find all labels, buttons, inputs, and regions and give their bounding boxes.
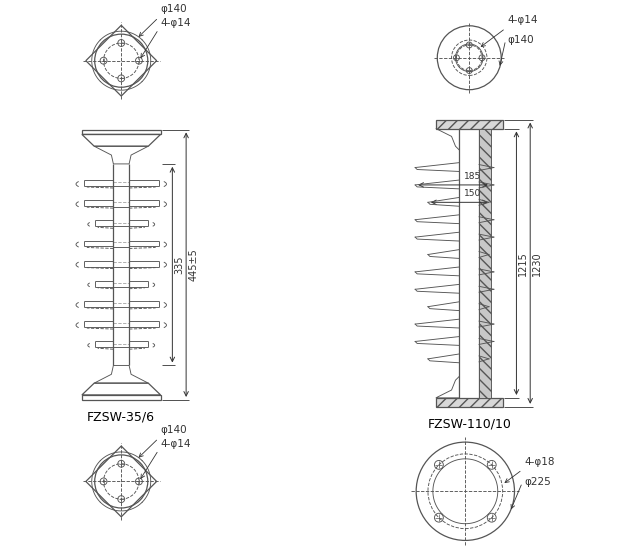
Bar	[479, 129, 491, 398]
Text: FZSW-35/6: FZSW-35/6	[87, 411, 155, 423]
Text: 4-φ14: 4-φ14	[160, 18, 191, 28]
Bar	[82, 129, 160, 134]
Text: 4-φ18: 4-φ18	[524, 457, 555, 467]
Text: 335: 335	[175, 255, 184, 274]
Text: φ225: φ225	[524, 477, 551, 487]
Bar	[436, 398, 503, 407]
Text: φ140: φ140	[160, 425, 187, 435]
Text: 445±5: 445±5	[188, 248, 198, 281]
Text: 185: 185	[464, 172, 481, 181]
Text: φ140: φ140	[160, 4, 187, 14]
Text: 4-φ14: 4-φ14	[160, 439, 191, 449]
Text: 4-φ14: 4-φ14	[508, 16, 538, 26]
Text: 150: 150	[464, 189, 481, 198]
Bar	[436, 120, 503, 129]
Text: 1215: 1215	[518, 251, 529, 276]
Text: φ140: φ140	[508, 35, 534, 45]
Bar	[82, 395, 160, 400]
Text: 1230: 1230	[532, 251, 542, 275]
Text: FZSW-110/10: FZSW-110/10	[427, 417, 511, 431]
